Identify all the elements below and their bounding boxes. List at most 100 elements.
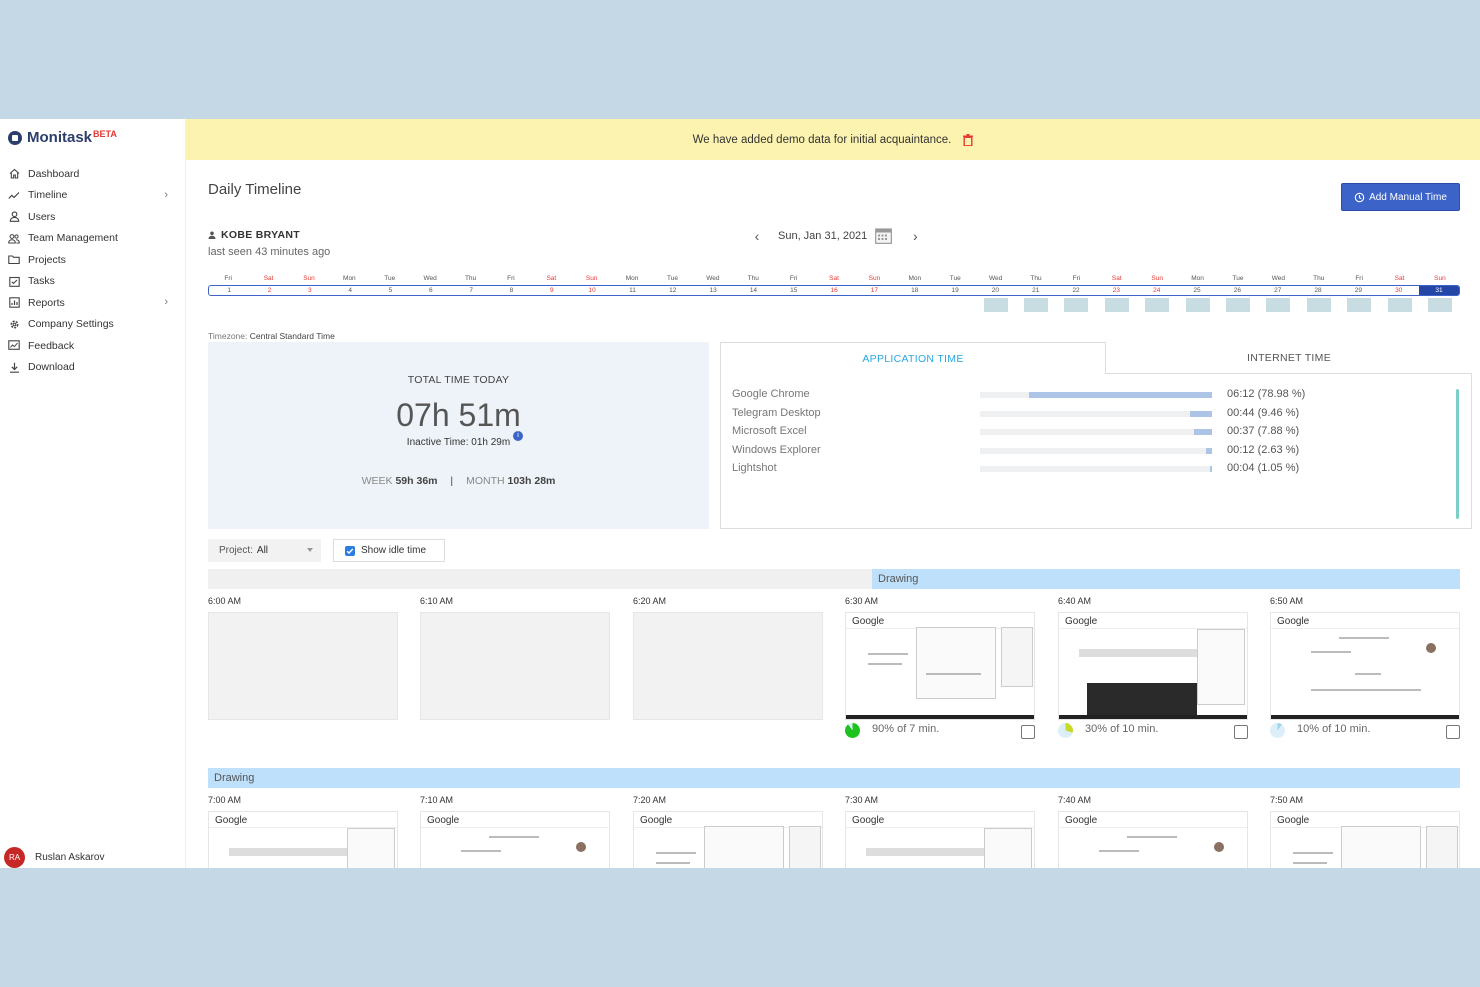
brand-logo[interactable]: Monitask BETA — [8, 129, 117, 146]
avatar: RA — [4, 846, 25, 868]
prev-day-icon[interactable]: ‹ — [754, 227, 760, 244]
day-cell[interactable]: 15 — [790, 287, 798, 294]
select-checkbox[interactable] — [1234, 725, 1248, 739]
sidebar-item-team-management[interactable]: Team Management — [0, 228, 186, 250]
day-cell[interactable]: 3 — [308, 287, 312, 294]
app-percent: (7.88 %) — [1257, 425, 1300, 437]
day-activity-bar[interactable] — [1064, 298, 1089, 312]
screenshot-thumbnail[interactable]: Google — [1270, 811, 1460, 868]
day-cell[interactable]: 5 — [388, 287, 393, 294]
project-segment[interactable]: Drawing — [872, 569, 1460, 589]
day-activity-bar[interactable] — [1387, 298, 1412, 312]
day-cell[interactable]: 14 — [749, 287, 758, 294]
day-cell[interactable]: 13 — [709, 287, 717, 294]
day-activity-bar[interactable] — [1104, 298, 1129, 312]
weekday-label: Fri — [789, 275, 798, 282]
day-cell[interactable]: 6 — [428, 287, 433, 294]
info-icon[interactable]: i — [513, 431, 523, 441]
day-activity-slot — [450, 298, 490, 314]
sidebar-item-projects[interactable]: Projects — [0, 249, 186, 271]
day-cell[interactable]: 24 — [1153, 287, 1161, 294]
day-number-row: 1 2 3 4 5 6 7 8 9 10 11 12 13 14 15 16 17 18 19 20 21 22 23 24 2… — [208, 285, 1460, 296]
day-cell[interactable]: 7 — [469, 287, 473, 294]
day-cell[interactable]: 26 — [1233, 287, 1241, 294]
screenshot-thumbnail[interactable]: Google — [633, 811, 823, 868]
screenshot-thumbnail[interactable]: Google — [1058, 612, 1248, 720]
day-cell[interactable]: 11 — [629, 287, 636, 294]
day-cell[interactable]: 17 — [870, 287, 879, 294]
screenshot-thumbnail[interactable]: Google — [1058, 811, 1248, 868]
screenshot-thumbnail[interactable]: Google — [420, 811, 610, 868]
screenshot-thumbnail[interactable]: Google — [845, 612, 1035, 720]
add-manual-time-button[interactable]: Add Manual Time — [1341, 183, 1460, 211]
day-cell[interactable]: 19 — [951, 287, 959, 294]
show-idle-time-toggle[interactable]: Show idle time — [333, 539, 445, 562]
chevron-right-icon[interactable]: › — [164, 188, 168, 201]
day-activity-bar[interactable] — [1145, 298, 1170, 312]
calendar-icon[interactable] — [875, 227, 893, 244]
caret-down-icon — [307, 548, 313, 552]
google-logo: Google — [640, 815, 673, 826]
day-cell[interactable]: 23 — [1112, 287, 1120, 294]
day-cell[interactable]: 30 — [1395, 287, 1403, 294]
day-activity-bar[interactable] — [1185, 298, 1210, 312]
day-cell[interactable]: 2 — [267, 287, 272, 294]
chevron-right-icon[interactable]: › — [164, 296, 168, 308]
day-activity-bar[interactable] — [1427, 298, 1452, 312]
next-day-icon[interactable]: › — [912, 227, 918, 244]
scrollbar[interactable] — [1456, 389, 1459, 519]
sidebar-item-tasks[interactable]: Tasks — [0, 271, 186, 293]
day-activity-slot — [1379, 298, 1419, 314]
demo-banner: We have added demo data for initial acqu… — [186, 119, 1480, 160]
slot-time: 6:50 AM — [1270, 596, 1304, 606]
select-checkbox[interactable] — [1446, 725, 1460, 739]
sidebar-item-users[interactable]: Users — [0, 206, 186, 228]
day-activity-bar[interactable] — [1266, 298, 1291, 312]
day-activity-bar[interactable] — [1024, 298, 1048, 312]
select-checkbox[interactable] — [1021, 725, 1035, 739]
day-cell[interactable]: 4 — [348, 287, 352, 294]
day-cell[interactable]: 9 — [549, 287, 554, 294]
day-cell[interactable]: 27 — [1274, 287, 1282, 294]
day-cell[interactable]: 1 — [227, 287, 231, 294]
day-cell[interactable]: 22 — [1072, 287, 1080, 294]
day-cell[interactable]: 8 — [509, 287, 514, 294]
checkbox-checked-icon[interactable] — [345, 545, 355, 556]
day-activity-bar[interactable] — [1306, 298, 1331, 312]
tab-application-time[interactable]: APPLICATION TIME — [720, 342, 1106, 374]
weekday-label: Fri — [1072, 275, 1081, 282]
sidebar-item-download[interactable]: Download — [0, 357, 186, 379]
day-cell[interactable]: 16 — [830, 287, 838, 294]
trash-icon[interactable] — [963, 133, 974, 146]
day-cell[interactable]: 25 — [1193, 287, 1201, 294]
day-activity-bar[interactable] — [1225, 298, 1250, 312]
day-cell[interactable]: 20 — [991, 287, 1000, 294]
day-cell[interactable]: 28 — [1314, 287, 1322, 294]
sidebar-item-company-settings[interactable]: Company Settings — [0, 314, 186, 336]
day-activity-bar[interactable] — [983, 298, 1008, 312]
current-user[interactable]: RA Ruslan Askarov — [4, 846, 104, 868]
sidebar-item-reports[interactable]: Reports › — [0, 292, 186, 314]
day-cell-selected[interactable]: 31 — [1418, 286, 1459, 295]
sidebar-item-timeline[interactable]: Timeline › — [0, 185, 186, 207]
day-cell[interactable]: 21 — [1032, 287, 1040, 294]
day-cell[interactable]: 12 — [669, 287, 677, 294]
tab-internet-time[interactable]: INTERNET TIME — [1106, 342, 1472, 374]
day-cell[interactable]: 18 — [911, 287, 919, 294]
screenshot-thumbnail[interactable]: Google — [845, 811, 1035, 868]
screenshot-thumbnail[interactable]: Google — [1270, 612, 1460, 720]
app-usage-fill — [1028, 392, 1212, 398]
screenshot-thumbnail[interactable]: Google — [208, 811, 398, 868]
screenshot-slot: 7:00 AM Google — [208, 795, 398, 868]
sidebar: Monitask BETA Dashboard Timeline › Users Team… — [0, 119, 186, 868]
employee-selector[interactable]: KOBE BRYANT — [208, 229, 300, 241]
day-activity-slot — [935, 298, 975, 314]
day-cell[interactable]: 29 — [1354, 287, 1362, 294]
day-cell[interactable]: 10 — [588, 287, 596, 294]
day-activity-bar[interactable] — [1347, 298, 1372, 312]
app-duration: 00:12 — [1227, 443, 1255, 456]
sidebar-item-dashboard[interactable]: Dashboard — [0, 163, 186, 185]
project-segment[interactable]: Drawing — [208, 768, 1460, 788]
project-filter[interactable]: Project: All — [208, 539, 321, 562]
sidebar-item-feedback[interactable]: Feedback — [0, 335, 186, 357]
